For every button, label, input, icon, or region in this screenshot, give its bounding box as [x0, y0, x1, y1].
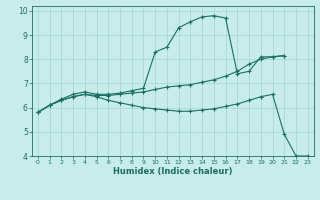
X-axis label: Humidex (Indice chaleur): Humidex (Indice chaleur) [113, 167, 233, 176]
